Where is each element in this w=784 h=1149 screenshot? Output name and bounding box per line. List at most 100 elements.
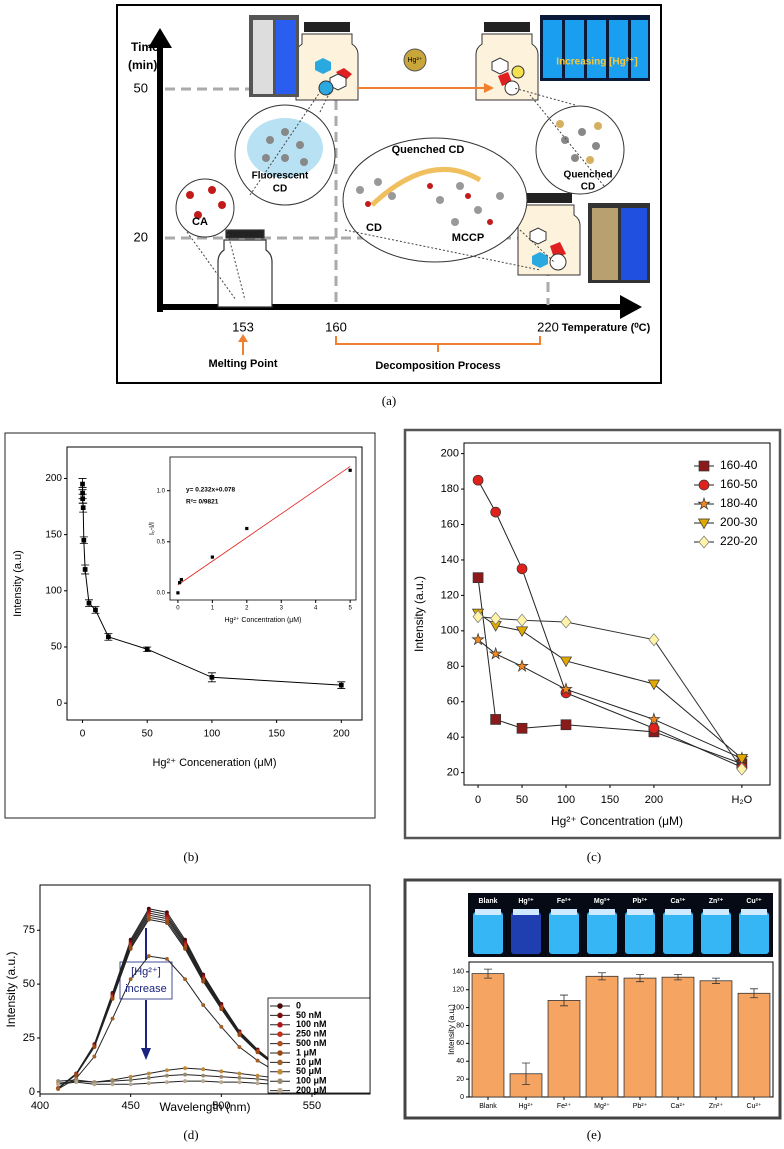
y-tick-label: 50 [23,978,35,990]
marker [560,615,572,629]
marker [146,1075,151,1080]
panel-label: (b) [183,849,198,864]
arrowhead [238,334,248,342]
marker [183,977,188,982]
x-tick-label: 0 [475,794,481,806]
x-tick-label: 50 [516,794,528,806]
bar [661,976,695,1098]
marker [209,674,215,680]
marker [472,474,484,486]
x-tick-label: 2 [245,606,249,612]
panel-c-frame [403,428,782,840]
axis-title: (min) [128,58,157,72]
vial [587,912,617,954]
vial-cap [475,909,501,915]
marker [146,954,151,959]
label: MCCP [452,232,484,244]
marker [219,1069,224,1074]
marker [128,1082,133,1087]
marker [86,600,92,606]
marker [698,460,710,472]
vial-cap [741,909,767,915]
legend-label: 250 nM [296,1029,327,1039]
marker [647,679,661,691]
label: Decomposition Process [375,360,500,372]
series-line [477,612,743,759]
arrowhead [141,1048,151,1060]
marker [237,1033,242,1037]
plot-frame [66,446,363,721]
error-bar [712,977,720,984]
marker [515,626,529,638]
annotation-box [119,961,173,1000]
x-tick-label: 550 [303,1100,321,1112]
legend-label: 1 μM [296,1047,317,1057]
arrowhead [620,295,642,319]
marker [245,526,249,531]
marker [697,496,711,510]
y-tick-label: 20 [447,767,459,779]
marker [219,1080,224,1085]
x-tick-label: 150 [601,794,619,806]
x-tick-label: 160 [325,319,347,334]
vial-label: Zn²⁺ [709,898,724,905]
marker [201,979,206,984]
marker [515,659,529,673]
y-tick-label: 80 [447,660,459,672]
marker [560,719,572,731]
marker [201,1067,206,1072]
y-tick-label: 40 [456,1058,464,1065]
panel-a-frame [116,4,662,384]
marker [735,754,748,765]
marker [472,610,484,624]
x-tick-label: 1 [211,606,215,612]
series-line [477,479,743,768]
label: CD [273,184,287,195]
marker [183,1066,188,1071]
panel-b-frame [4,432,376,819]
x-tick-label: Fe²⁺ [557,1103,572,1110]
marker [277,1050,283,1056]
y-tick-label: 120 [452,987,464,994]
x-tick-label: Blank [479,1103,497,1110]
marker [128,1074,133,1079]
marker [80,496,86,502]
marker [648,633,660,647]
y-tick-label: 160 [441,518,459,530]
y-tick-label: 100 [45,585,62,596]
vial-label: Mg²⁺ [594,898,610,905]
marker [183,946,188,951]
y-tick-label: 100 [452,1004,464,1011]
y-axis-label: Intensity (a.u.) [447,1004,456,1055]
x-tick-label: 5 [348,606,352,612]
vial [549,912,579,954]
marker [201,1079,206,1084]
marker [201,1003,206,1007]
vials [543,20,648,78]
marker [255,1081,260,1086]
marker [471,632,485,646]
marker [255,1058,260,1063]
x-axis-label: Wavelength (nm) [160,1100,251,1114]
marker [516,563,528,575]
vial-label: Ca²⁺ [671,898,686,905]
marker [110,1082,115,1087]
marker [110,1079,115,1084]
link [370,166,482,207]
molecule [186,186,226,219]
x-tick-label: 150 [268,729,285,740]
marker [201,1073,206,1078]
annotation: R²= 0/9821 [186,499,219,506]
annotation: [Hg²⁺] [131,966,161,978]
x-tick-label: 500 [212,1100,230,1112]
marker [164,1080,169,1085]
marker [219,1024,224,1029]
y-tick-label: 140 [441,554,459,566]
label: Quenched [564,170,613,181]
x-tick-label: Hg²⁺ [519,1103,534,1110]
marker [490,611,502,625]
marker [183,1072,188,1077]
x-tick-label: Pb²⁺ [633,1103,648,1110]
label: Fluorescent [252,171,309,182]
